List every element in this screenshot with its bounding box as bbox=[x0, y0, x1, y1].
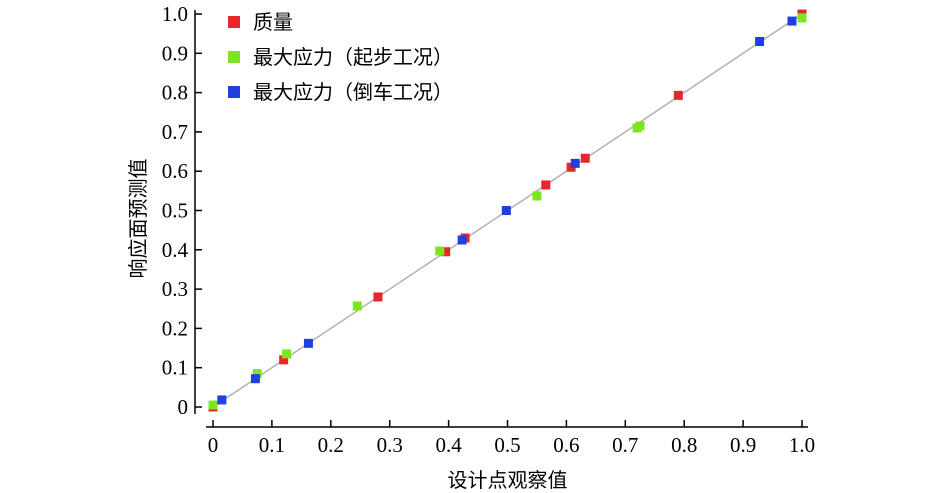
x-tick-label: 0.9 bbox=[730, 433, 756, 457]
data-point-series-2 bbox=[435, 246, 445, 256]
x-tick-label: 0.2 bbox=[318, 433, 344, 457]
x-axis-title: 设计点观察值 bbox=[448, 468, 568, 492]
data-point-series-1 bbox=[673, 90, 683, 100]
data-point-series-3 bbox=[787, 16, 797, 26]
plot-area: 0 0.1 0.2 0.3 0.4 0.5 0.6 0.7 0.8 0.9 1.0 00.10.20… bbox=[162, 2, 815, 457]
data-point-series-3 bbox=[457, 235, 467, 245]
data-point-series-2 bbox=[282, 349, 292, 359]
x-axis-ticks: 0 0.1 0.2 0.3 0.4 0.5 0.6 0.7 0.8 0.9 1.0 bbox=[208, 420, 815, 457]
data-point-series-2 bbox=[352, 301, 362, 311]
legend-swatch bbox=[228, 51, 240, 63]
data-point-series-3 bbox=[303, 338, 313, 348]
data-point-series-3 bbox=[217, 395, 227, 405]
data-point-series-2 bbox=[252, 369, 262, 379]
x-tick-label: 0.8 bbox=[671, 433, 697, 457]
data-point-series-2 bbox=[208, 400, 218, 410]
y-tick-label: 0.3 bbox=[162, 277, 188, 301]
data-point-series-1 bbox=[279, 355, 289, 365]
data-point-series-2 bbox=[635, 121, 645, 131]
legend-swatch bbox=[228, 16, 240, 28]
y-tick-label: 0.5 bbox=[162, 199, 188, 223]
y-tick-label: 0.9 bbox=[162, 41, 188, 65]
legend-label: 质量 bbox=[253, 10, 293, 34]
legend-swatch bbox=[228, 86, 240, 98]
data-point-series-1 bbox=[580, 153, 590, 163]
x-tick-label: 0.5 bbox=[494, 433, 520, 457]
y-tick-label: 0.4 bbox=[162, 238, 189, 262]
x-tick-label: 0.6 bbox=[553, 433, 579, 457]
y-tick-label: 0.1 bbox=[162, 356, 188, 380]
data-points bbox=[208, 9, 807, 412]
data-point-series-1 bbox=[373, 292, 383, 302]
data-point-series-3 bbox=[501, 206, 511, 215]
data-point-series-1 bbox=[441, 247, 451, 257]
y-axis-title: 响应面预测值 bbox=[126, 159, 150, 279]
data-point-series-3 bbox=[250, 374, 260, 384]
data-point-series-3 bbox=[570, 158, 580, 168]
x-tick-label: 0.1 bbox=[259, 433, 285, 457]
y-tick-label: 0.8 bbox=[162, 81, 188, 105]
x-tick-label: 0 bbox=[208, 433, 219, 457]
y-tick-label: 1.0 bbox=[162, 2, 188, 26]
legend-label: 最大应力（倒车工况） bbox=[253, 80, 453, 104]
y-axis-ticks: 0 0.1 0.2 0.3 0.4 0.5 0.6 0.7 0.8 0.9 1.0 bbox=[162, 2, 202, 419]
data-point-series-2 bbox=[532, 191, 542, 201]
data-point-series-2 bbox=[797, 13, 807, 23]
y-tick-label: 0.7 bbox=[162, 120, 188, 144]
legend-label: 最大应力（起步工况） bbox=[253, 45, 453, 69]
x-tick-label: 0.7 bbox=[612, 433, 638, 457]
x-tick-label: 0.4 bbox=[435, 433, 462, 457]
y-tick-label: 0.6 bbox=[162, 159, 188, 183]
y-tick-label: 0.2 bbox=[162, 316, 188, 340]
x-tick-label: 0.3 bbox=[377, 433, 403, 457]
y-tick-label: 0 bbox=[178, 395, 189, 419]
x-tick-label: 1.0 bbox=[789, 433, 815, 457]
data-point-series-1 bbox=[541, 180, 551, 190]
data-point-series-3 bbox=[755, 37, 765, 47]
